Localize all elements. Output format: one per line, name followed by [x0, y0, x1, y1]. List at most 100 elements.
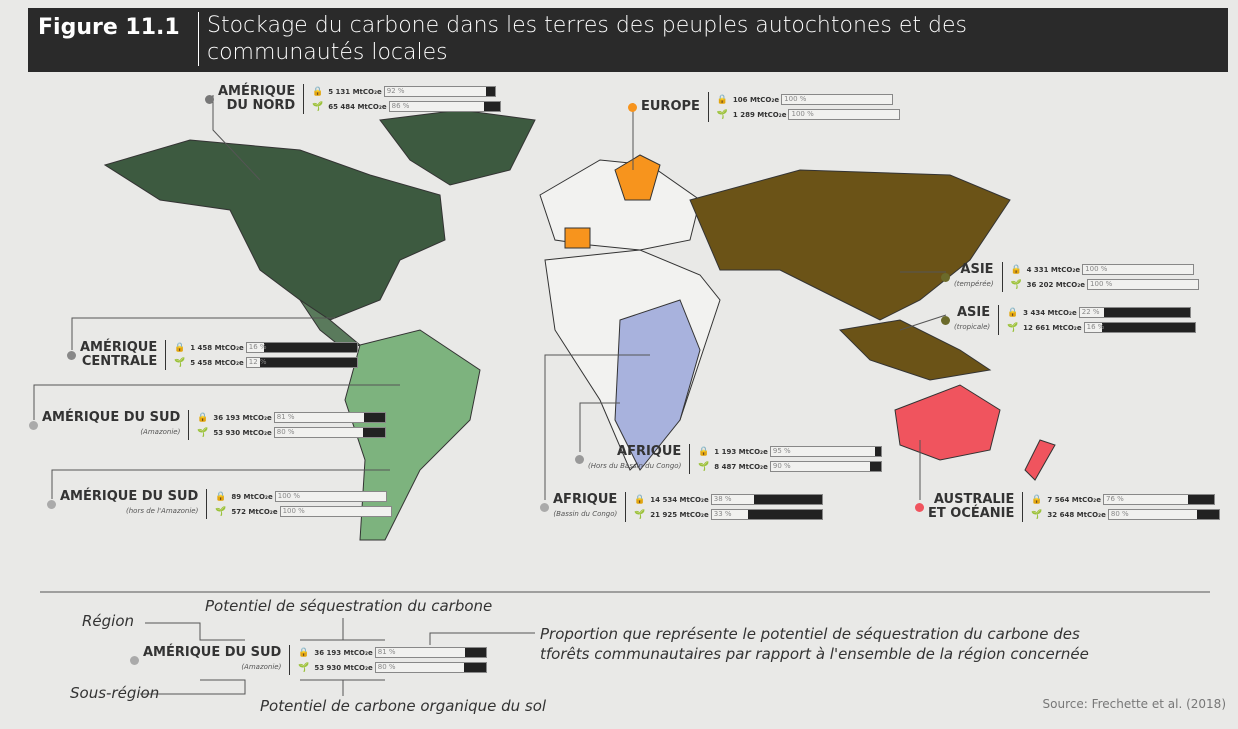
data-row: 🔒 4 331 MtCO₂e 100 % [1011, 262, 1199, 277]
data-row: 🌱 12 661 MtCO₂e 16 % [1007, 320, 1196, 335]
value: 36 193 MtCO₂e [213, 413, 272, 422]
percent-bar: 86 % [388, 101, 501, 112]
divider [188, 410, 190, 440]
data-row: 🌱 53 930 MtCO₂e 80 % [197, 425, 386, 440]
percent-bar: 100 % [1087, 279, 1200, 290]
percent-fill [1088, 280, 1199, 289]
region-block: ASIE (tropicale) 🔒 3 434 MtCO₂e 22 % 🌱 12 661 … [941, 305, 1196, 335]
percent-label: 76 % [1105, 495, 1124, 503]
soil-label: Potentiel de carbone organique du sol [260, 697, 547, 715]
continents [103, 109, 1056, 541]
data-row: 🌱 32 648 MtCO₂e 80 % [1031, 507, 1220, 522]
legend-line [145, 622, 245, 641]
percent-fill [375, 648, 465, 657]
marker-dot [47, 499, 56, 509]
marker-dot [67, 350, 76, 360]
soil-icon: 🌱 [298, 662, 310, 673]
divider [625, 492, 627, 522]
value: 1 193 MtCO₂e [714, 447, 768, 456]
percent-bar: 81 % [273, 412, 386, 423]
data-row: 🌱 1 289 MtCO₂e 100 % [717, 107, 901, 122]
value: 106 MtCO₂e [732, 95, 780, 104]
value: 3 434 MtCO₂e [1023, 308, 1077, 317]
soil-icon: 🌱 [174, 357, 186, 368]
value: 5 458 MtCO₂e [190, 358, 244, 367]
region-name: AMÉRIQUE DU NORD [218, 84, 296, 113]
proportion-label: Proportion que représente le potentiel d… [540, 625, 1089, 663]
value: 572 MtCO₂e [231, 507, 278, 516]
subregion-name: (Amazonie) [140, 428, 181, 436]
divider [165, 340, 167, 370]
soil-icon: 🌱 [1010, 279, 1022, 290]
value: 1 289 MtCO₂e [732, 110, 787, 119]
title: Stockage du carbone dans les terres des … [198, 12, 967, 66]
rows: 🔒 3 434 MtCO₂e 22 % 🌱 12 661 MtCO₂e 16 % [1007, 305, 1196, 335]
percent-fill [1079, 308, 1104, 317]
marker-dot [941, 272, 950, 282]
data-row: 🔒 89 MtCO₂e 100 % [215, 489, 391, 504]
percent-fill [246, 343, 265, 352]
soil-icon: 🌱 [197, 427, 209, 438]
subregion-name: (hors de l'Amazonie) [126, 507, 199, 515]
lock-icon: 🔒 [174, 342, 186, 353]
subregion-name: (tempérée) [954, 280, 994, 288]
lock-icon: 🔒 [197, 412, 209, 423]
percent-label: 86 % [391, 102, 410, 110]
marker-dot [915, 502, 924, 512]
value: 36 202 MtCO₂e [1026, 280, 1086, 289]
lock-icon: 🔒 [1010, 264, 1022, 275]
leader [544, 354, 650, 500]
subregion-name: (Hors du Bassin du Congo) [588, 462, 682, 470]
legend-line [300, 679, 385, 696]
region-name-block: AMÉRIQUE DU SUD (hors de l'Amazonie) [60, 490, 198, 518]
figure-number: Figure 11.1 [38, 15, 180, 40]
percent-fill [389, 102, 485, 111]
region-block: AMÉRIQUE CENTRALE 🔒 1 458 MtCO₂e 16 % 🌱 5 458… [67, 340, 358, 370]
percent-label: 81 % [276, 413, 295, 421]
percent-fill [1108, 510, 1197, 519]
legend-line [140, 679, 246, 695]
central-africa [614, 299, 701, 471]
percent-fill [770, 462, 870, 471]
region-name-block: EUROPE [641, 100, 700, 114]
percent-label: 80 % [1110, 510, 1129, 518]
region-name: EUROPE [641, 99, 700, 114]
divider [289, 645, 291, 675]
percent-bar: 22 % [1078, 307, 1191, 318]
value: 5 131 MtCO₂e [328, 87, 382, 96]
region-block: AMÉRIQUE DU SUD (Amazonie) 🔒 36 193 MtCO₂e 8… [29, 410, 386, 440]
data-row: 🌱 21 925 MtCO₂e 33 % [634, 507, 823, 522]
percent-label: 100 % [784, 95, 807, 103]
percent-fill [1083, 265, 1194, 274]
leader [51, 469, 390, 499]
percent-label: 100 % [277, 492, 300, 500]
divider [1001, 262, 1003, 292]
value: 53 930 MtCO₂e [314, 663, 373, 672]
divider [998, 305, 1000, 335]
rows: 🔒 1 193 MtCO₂e 95 % 🌱 8 487 MtCO₂e 90 % [698, 444, 882, 474]
rows: 🔒 7 564 MtCO₂e 76 % 🌱 32 648 MtCO₂e 80 % [1031, 492, 1220, 522]
data-row: 🔒 106 MtCO₂e 100 % [717, 92, 901, 107]
soil-icon: 🌱 [634, 509, 646, 520]
marker-dot [941, 315, 950, 325]
region-name-block: AFRIQUE (Hors du Bassin du Congo) [588, 445, 681, 473]
region-name: AMÉRIQUE DU SUD [60, 489, 199, 504]
region-name-block: AUSTRALIE ET OCÉANIE [928, 493, 1014, 521]
data-row: 🌱 8 487 MtCO₂e 90 % [698, 459, 882, 474]
data-row: 🌱 65 484 MtCO₂e 86 % [312, 99, 501, 114]
value: 14 534 MtCO₂e [650, 495, 709, 504]
rows: 🔒 36 193 MtCO₂e 81 % 🌱 53 930 MtCO₂e 80 % [298, 645, 487, 675]
percent-label: 100 % [791, 110, 814, 118]
data-row: 🔒 3 434 MtCO₂e 22 % [1007, 305, 1195, 320]
sequestration-label: Potentiel de séquestration du carbone [205, 597, 493, 615]
percent-label: 100 % [1085, 265, 1108, 273]
value: 8 487 MtCO₂e [714, 462, 768, 471]
marker-dot [540, 502, 549, 512]
percent-bar: 76 % [1102, 494, 1215, 505]
leader [71, 317, 335, 350]
percent-bar: 100 % [274, 491, 387, 502]
leader-lines [33, 95, 1210, 696]
value: 1 458 MtCO₂e [190, 343, 244, 352]
